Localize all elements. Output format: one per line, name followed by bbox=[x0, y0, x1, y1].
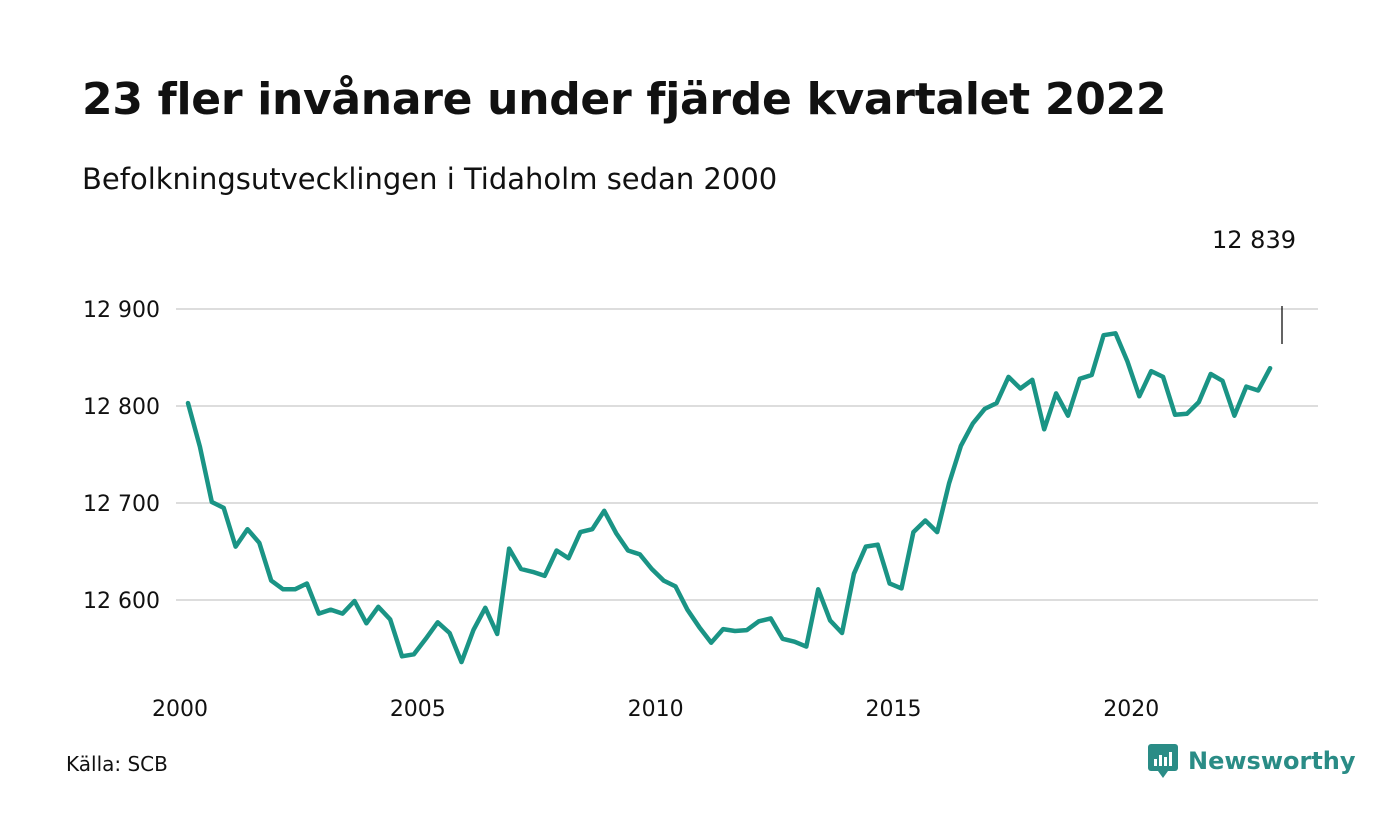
y-tick-label: 12 700 bbox=[83, 492, 160, 517]
annotation-label: 12 839 bbox=[1212, 226, 1296, 254]
newsworthy-logo-icon bbox=[1148, 744, 1178, 778]
y-tick-label: 12 800 bbox=[83, 395, 160, 420]
chart-subtitle: Befolkningsutvecklingen i Tidaholm sedan… bbox=[82, 162, 778, 196]
gridlines bbox=[176, 308, 1318, 601]
x-tick-label: 2020 bbox=[1103, 697, 1159, 722]
x-tick-label: 2010 bbox=[628, 697, 684, 722]
x-tick-label: 2005 bbox=[390, 697, 446, 722]
brand-logo: Newsworthy bbox=[1148, 744, 1356, 778]
y-tick-label: 12 600 bbox=[83, 589, 160, 614]
brand-name: Newsworthy bbox=[1188, 747, 1356, 775]
y-tick-label: 12 900 bbox=[83, 298, 160, 323]
source-note: Källa: SCB bbox=[66, 752, 168, 776]
y-axis-ticks: 12 600 12 700 12 800 12 900 bbox=[83, 298, 160, 614]
chart-title: 23 fler invånare under fjärde kvartalet … bbox=[82, 74, 1167, 125]
x-tick-label: 2015 bbox=[865, 697, 921, 722]
population-line bbox=[185, 331, 1273, 665]
x-tick-label: 2000 bbox=[152, 697, 208, 722]
x-axis-ticks: 2000 2005 2010 2015 2020 bbox=[152, 697, 1159, 722]
